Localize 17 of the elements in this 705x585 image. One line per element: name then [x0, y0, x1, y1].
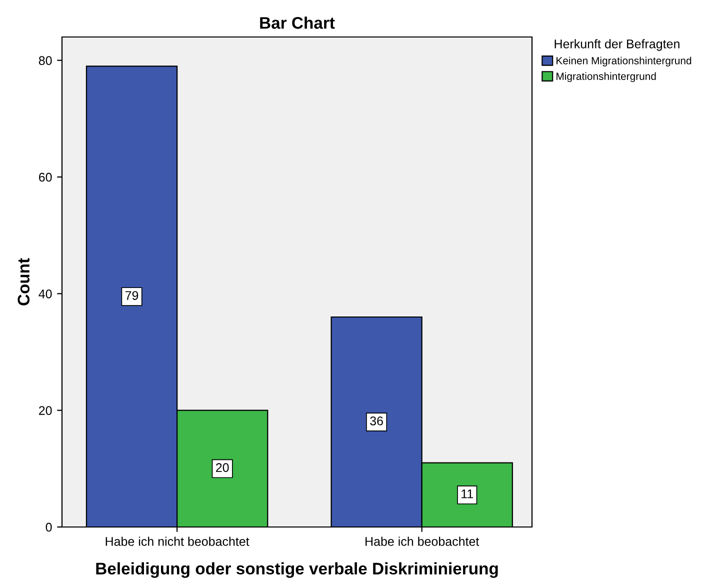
- data-label: 36: [370, 416, 383, 426]
- chart-title: Bar Chart: [260, 16, 335, 29]
- x-tick-label: Habe ich nicht beobachtet: [106, 536, 250, 546]
- y-axis-title: Count: [18, 258, 30, 306]
- x-axis-title: Beleidigung oder sonstige verbale Diskriminierung: [96, 562, 498, 578]
- legend-label: Keinen Migrationshintergrund: [556, 56, 692, 66]
- data-label: 79: [125, 291, 138, 300]
- y-tick-label: 80: [38, 56, 52, 65]
- legend-label: Migrationshintergrund: [556, 72, 656, 82]
- y-tick-label: 0: [46, 522, 52, 532]
- x-tick-label: Habe ich beobachtet: [366, 536, 480, 546]
- y-tick-label: 20: [39, 406, 52, 415]
- data-label: 20: [216, 463, 229, 472]
- data-label: 11: [462, 490, 474, 498]
- y-tick-label: 60: [39, 172, 52, 182]
- legend-title: Herkunft der Befragten: [554, 39, 680, 51]
- y-tick-label: 40: [38, 289, 52, 298]
